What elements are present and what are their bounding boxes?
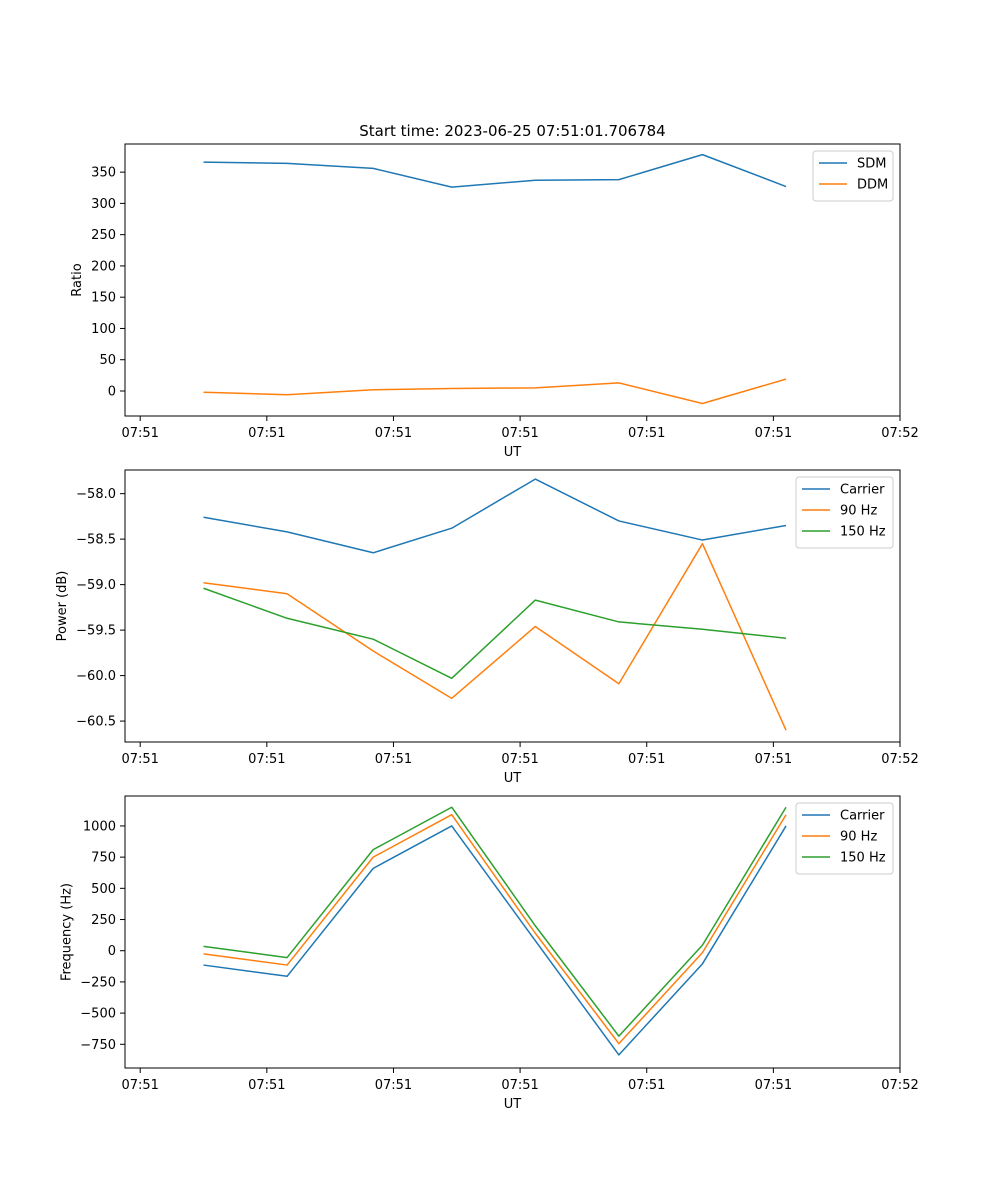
y-tick-label: 200	[91, 259, 116, 274]
y-tick-label: 500	[91, 882, 116, 897]
series-line-150-hz	[203, 587, 787, 680]
y-tick-label: 250	[91, 913, 116, 928]
x-tick-label: 07:52	[881, 1078, 918, 1093]
y-tick-label: −59.5	[76, 624, 116, 639]
y-tick-label: −750	[80, 1038, 116, 1053]
series-line-90-hz	[203, 542, 787, 731]
x-tick-label: 07:52	[881, 426, 918, 441]
x-axis-label: UT	[504, 1097, 522, 1112]
y-tick-label: 350	[91, 166, 116, 181]
y-tick-label: 300	[91, 197, 116, 212]
series-line-150-hz	[203, 806, 787, 1037]
y-tick-label: 0	[108, 944, 116, 959]
x-tick-label: 07:51	[755, 1078, 792, 1093]
x-tick-label: 07:52	[881, 752, 918, 767]
x-tick-label: 07:51	[375, 1078, 412, 1093]
y-axis-label: Power (dB)	[55, 571, 70, 642]
chart-panel-3: 07:51 07:51 07:51 07:51 07:51 07:51 07:52 1000 7…	[59, 795, 919, 1112]
series-line-carrier	[203, 825, 787, 1056]
y-tick-label: 0	[108, 384, 116, 399]
legend-label: DDM	[857, 178, 888, 193]
x-tick-label: 07:51	[501, 1078, 538, 1093]
legend-label: 90 Hz	[840, 504, 877, 519]
x-axis-label: UT	[504, 771, 522, 786]
x-tick-label: 07:51	[501, 752, 538, 767]
legend-label: 90 Hz	[840, 830, 877, 845]
legend: Carrier 90 Hz 150 Hz	[795, 802, 894, 875]
x-tick-label: 07:51	[375, 426, 412, 441]
x-tick-label: 07:51	[248, 1078, 285, 1093]
legend-label: Carrier	[840, 483, 885, 498]
x-tick-label: 07:51	[628, 426, 665, 441]
chart-panel-2: 07:51 07:51 07:51 07:51 07:51 07:51 07:52 −58.0…	[55, 469, 919, 786]
x-tick-label: 07:51	[121, 1078, 158, 1093]
legend: Carrier 90 Hz 150 Hz	[795, 476, 894, 549]
chart-panels: 07:51 07:51 07:51 07:51 07:51 07:51 07:52 0 50 10…	[55, 143, 919, 1112]
y-tick-label: −60.5	[76, 715, 116, 730]
x-tick-label: 07:51	[755, 426, 792, 441]
y-tick-label: 150	[91, 291, 116, 306]
series-line-90-hz	[203, 813, 787, 1045]
y-tick-label: −59.0	[76, 578, 116, 593]
x-tick-label: 07:51	[375, 752, 412, 767]
x-tick-label: 07:51	[121, 426, 158, 441]
legend-label: 150 Hz	[840, 851, 886, 866]
axes-frame	[124, 795, 901, 1069]
y-tick-label: 50	[99, 353, 116, 368]
chart-panel-1: 07:51 07:51 07:51 07:51 07:51 07:51 07:52 0 50 10…	[70, 143, 919, 460]
series-line-ddm	[203, 378, 787, 405]
series-line-carrier	[203, 478, 787, 554]
x-tick-label: 07:51	[755, 752, 792, 767]
x-tick-label: 07:51	[628, 752, 665, 767]
y-tick-label: 1000	[83, 819, 116, 834]
y-tick-label: 750	[91, 851, 116, 866]
y-tick-label: −58.5	[76, 533, 116, 548]
x-tick-label: 07:51	[501, 426, 538, 441]
legend-label: Carrier	[840, 809, 885, 824]
x-axis-label: UT	[504, 445, 522, 460]
legend: SDM DDM	[812, 150, 894, 202]
x-tick-label: 07:51	[121, 752, 158, 767]
y-tick-label: 250	[91, 228, 116, 243]
y-axis-label: Frequency (Hz)	[59, 883, 74, 981]
legend-label: SDM	[857, 157, 886, 172]
y-tick-label: −60.0	[76, 669, 116, 684]
y-tick-label: 100	[91, 322, 116, 337]
series-line-sdm	[203, 153, 787, 188]
axes-frame	[124, 143, 901, 417]
x-tick-label: 07:51	[248, 752, 285, 767]
x-tick-label: 07:51	[248, 426, 285, 441]
axes-frame	[124, 469, 901, 743]
y-axis-label: Ratio	[70, 263, 85, 296]
x-tick-label: 07:51	[628, 1078, 665, 1093]
y-tick-label: −500	[80, 1007, 116, 1022]
legend-label: 150 Hz	[840, 525, 886, 540]
y-tick-label: −58.0	[76, 487, 116, 502]
y-tick-label: −250	[80, 975, 116, 990]
figure-title: Start time: 2023-06-25 07:51:01.706784	[359, 122, 665, 140]
